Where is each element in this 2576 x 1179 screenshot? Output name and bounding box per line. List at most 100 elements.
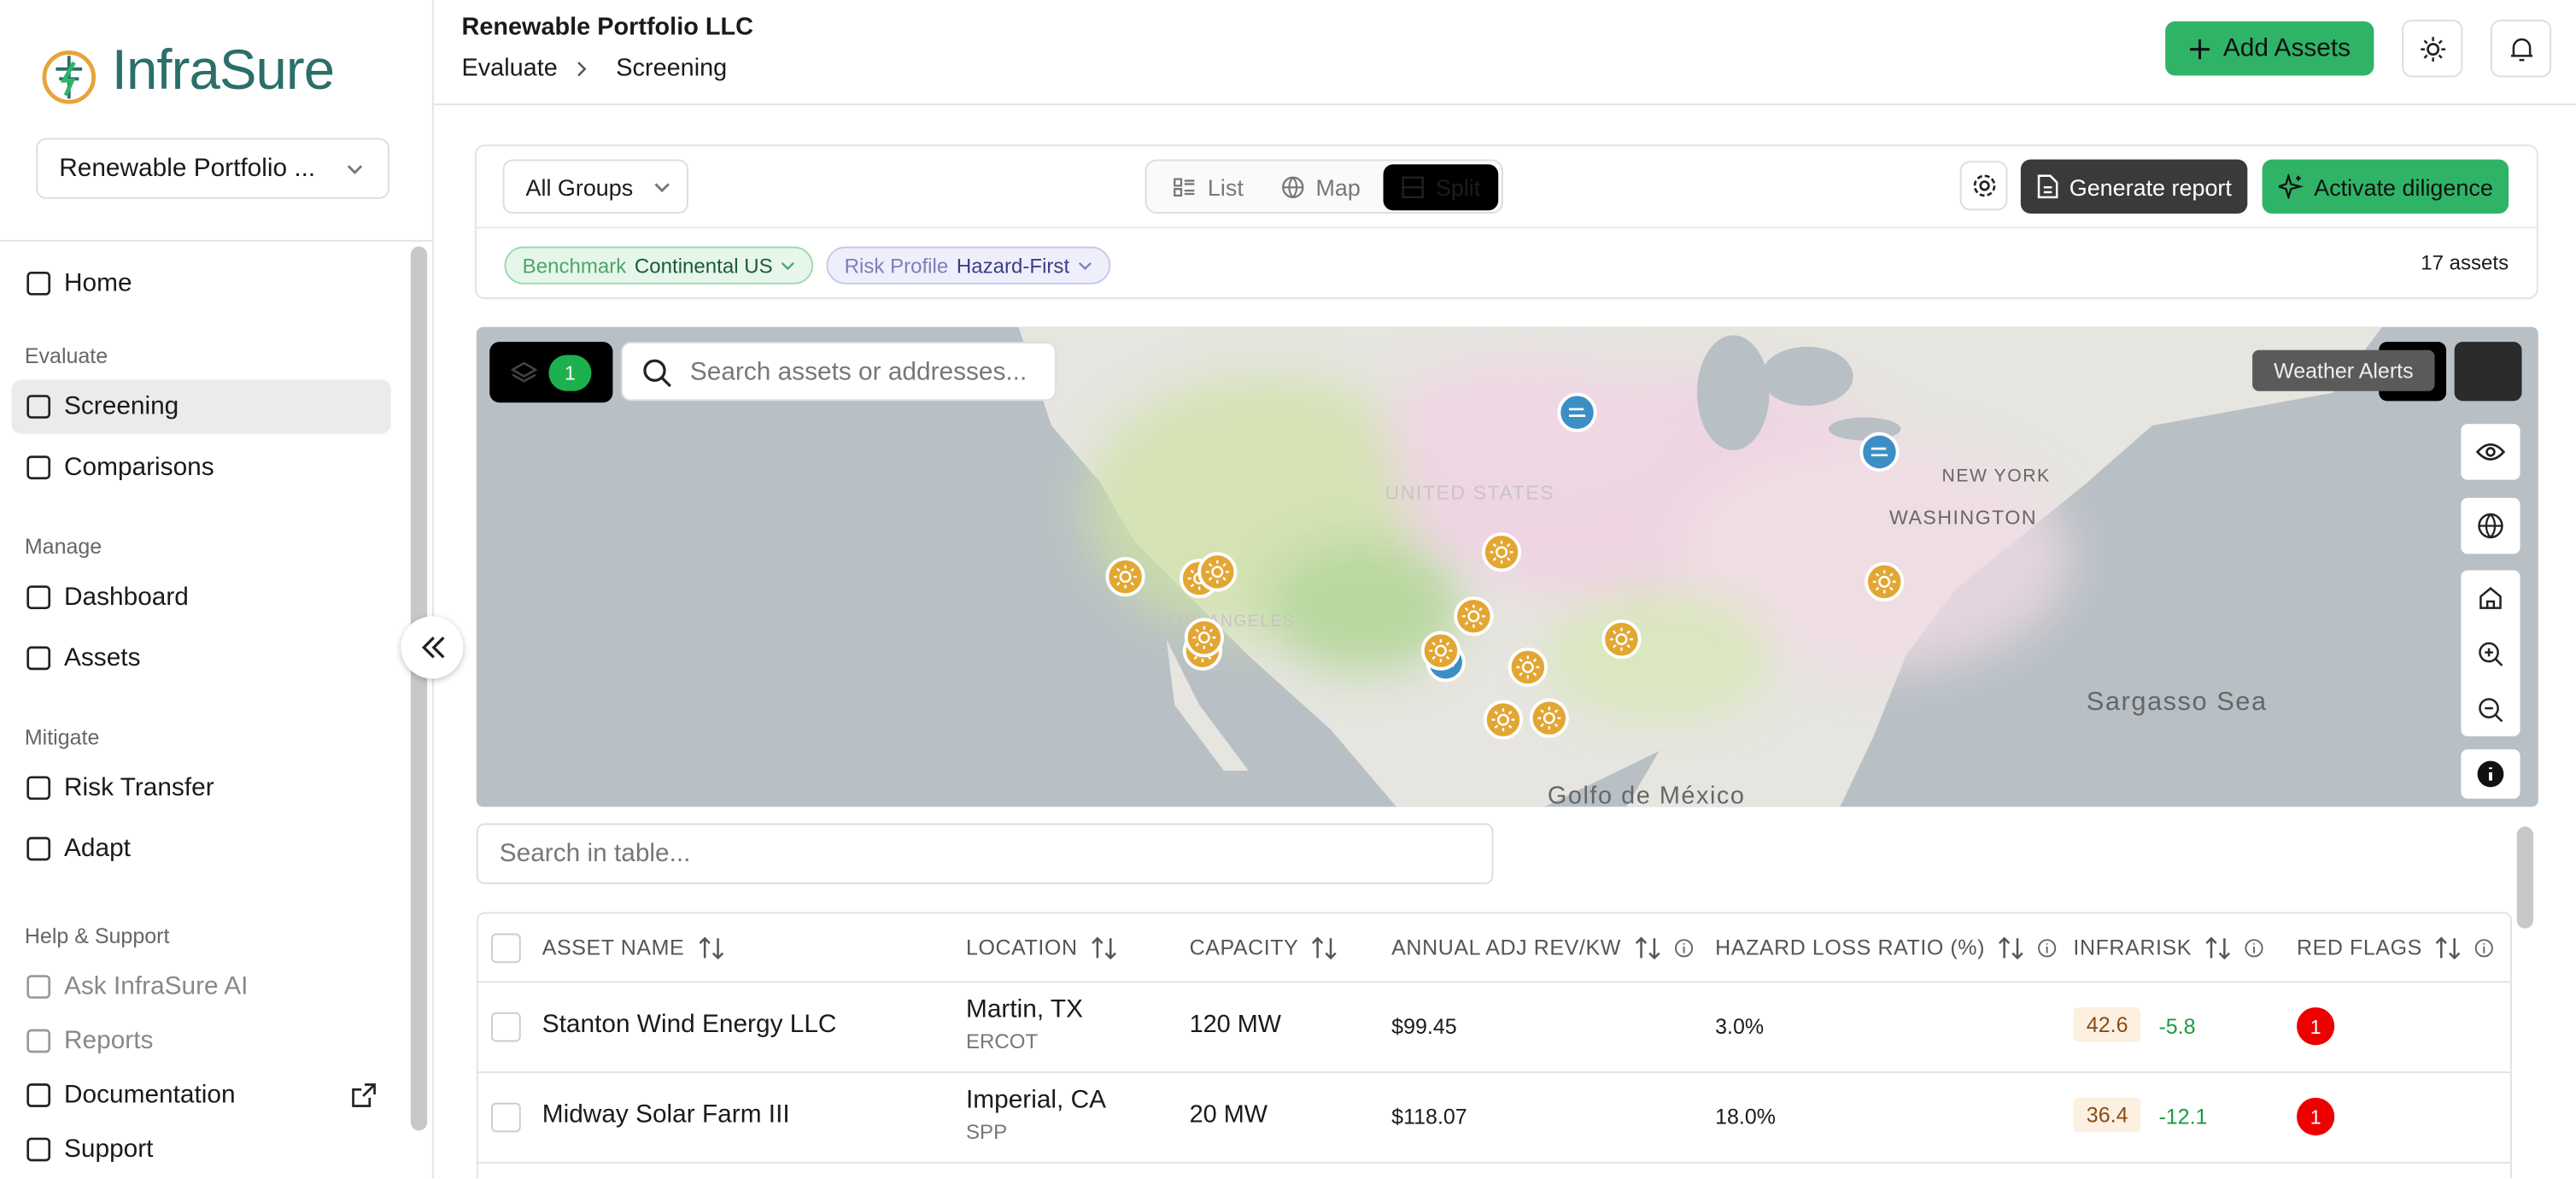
nav-section: Mitigate [24, 724, 100, 750]
icon-shape [26, 395, 51, 419]
nav-item[interactable]: Reports [11, 1014, 390, 1068]
checkbox[interactable] [491, 1102, 521, 1133]
map-search[interactable]: Search assets or addresses... [621, 342, 1057, 402]
checkbox[interactable] [491, 933, 521, 964]
solar-marker[interactable] [1481, 532, 1522, 572]
nav-item[interactable]: Assets [11, 631, 390, 685]
nav-item[interactable]: Support [11, 1123, 390, 1176]
solar-marker[interactable] [1105, 557, 1145, 597]
solar-marker[interactable] [1508, 647, 1548, 688]
info-button[interactable] [2461, 749, 2520, 799]
location: Imperial, CA [966, 1086, 1107, 1115]
sparkle-icon [2277, 173, 2303, 199]
solar-marker[interactable] [1420, 631, 1461, 671]
solar-marker[interactable] [1454, 596, 1494, 636]
view-list[interactable]: List [1155, 164, 1262, 208]
weather-alerts-button[interactable] [2454, 342, 2522, 402]
map-label: Sargasso Sea [2086, 688, 2268, 717]
solar-marker[interactable] [1184, 618, 1224, 658]
checkbox[interactable] [491, 1012, 521, 1042]
split-icon [1402, 176, 1424, 198]
zoom-in-button[interactable] [2461, 626, 2520, 680]
sort-icon [1092, 936, 1116, 959]
page-title: Renewable Portfolio LLC [461, 13, 753, 42]
asset-count: 17 assets [2421, 251, 2509, 275]
notifications-button[interactable] [2490, 20, 2552, 78]
column-header[interactable]: LOCATION [966, 935, 1117, 959]
filter-chip[interactable]: Risk Profile Hazard-First [826, 246, 1111, 284]
view-map[interactable]: Map [1270, 164, 1372, 208]
layer-count: 1 [548, 354, 592, 390]
icon-shape [1312, 936, 1338, 959]
view-split[interactable]: Split [1383, 164, 1499, 211]
nav-item[interactable]: Dashboard [11, 570, 390, 624]
layers-button[interactable]: 1 [489, 342, 613, 403]
column-header[interactable]: ANNUAL ADJ REV/KW [1391, 935, 1693, 959]
collapse-button[interactable] [401, 616, 464, 679]
nav-section: Evaluate [24, 343, 108, 368]
solar-marker[interactable] [1601, 619, 1642, 660]
info-icon [1674, 938, 1693, 957]
map-label: UNITED STATES [1385, 481, 1555, 505]
filter-chip[interactable]: Benchmark Continental US [504, 246, 814, 284]
nav-item[interactable]: Comparisons [11, 440, 390, 494]
info-icon [2245, 938, 2263, 957]
marker-icon [1872, 570, 1896, 594]
zoom-in-icon [2479, 641, 2503, 666]
column-header[interactable]: HAZARD LOSS RATIO (%) [1715, 935, 2058, 959]
info-icon [2475, 938, 2494, 957]
breadcrumb-item[interactable]: Screening [616, 54, 728, 83]
activate-diligence-button[interactable]: Activate diligence [2262, 159, 2509, 214]
nav-item[interactable]: Risk Transfer [11, 761, 390, 815]
solar-marker[interactable] [1197, 552, 1238, 592]
marker-icon [1521, 660, 1534, 673]
nav-icon [26, 271, 51, 296]
button-label: Activate diligence [2314, 173, 2493, 200]
solar-marker[interactable] [1529, 698, 1569, 738]
nav-item[interactable]: Adapt [11, 822, 390, 876]
visibility-button[interactable] [2461, 424, 2520, 480]
nav-item[interactable]: Ask InfraSure AI [11, 959, 390, 1013]
logo-text[interactable]: InfraSure [111, 39, 335, 103]
map[interactable]: UNITED STATES NEW YORK WASHINGTON LOS ANGEL… [476, 326, 2538, 807]
asset-name[interactable]: Midway Solar Farm III [542, 1100, 790, 1129]
theme-button[interactable] [2402, 20, 2463, 78]
column-header[interactable]: ASSET NAME [542, 935, 724, 959]
sort-icon [2205, 936, 2231, 959]
breadcrumb-item[interactable]: Evaluate [461, 54, 558, 83]
zoom-out-button[interactable] [2461, 682, 2520, 736]
settings-button[interactable] [1959, 161, 2008, 211]
icon-shape [2205, 936, 2231, 959]
portfolio-select[interactable]: Renewable Portfolio ... [36, 138, 389, 199]
nav-icon [26, 776, 51, 801]
nav-item[interactable]: Screening [11, 379, 391, 434]
nav-item[interactable]: Home [11, 256, 390, 310]
solar-marker[interactable] [1483, 700, 1524, 740]
group-select[interactable]: All Groups [502, 159, 688, 214]
column-label: INFRARISK [2073, 935, 2192, 960]
marker-icon [1211, 566, 1224, 578]
scrollbar[interactable] [410, 246, 428, 1131]
wind-marker[interactable] [1557, 392, 1597, 432]
home-button[interactable] [2461, 570, 2520, 624]
column-header[interactable]: CAPACITY [1190, 935, 1338, 959]
column-header[interactable]: RED FLAGS [2297, 935, 2495, 959]
marker-icon [1119, 571, 1132, 584]
globe-button[interactable] [2461, 497, 2520, 554]
icon-shape [2475, 938, 2494, 957]
icon-shape [26, 646, 51, 671]
group-select-label: All Groups [525, 173, 634, 200]
generate-report-button[interactable]: Generate report [2020, 159, 2248, 214]
nav-label: Reports [64, 1026, 154, 1054]
nav-item[interactable]: Documentation [11, 1068, 390, 1122]
table-search[interactable]: Search in table... [476, 823, 1494, 884]
column-header[interactable]: INFRARISK [2073, 935, 2263, 959]
infrarisk-change: -5.8 [2158, 1013, 2196, 1039]
asset-name[interactable]: Stanton Wind Energy LLC [542, 1010, 837, 1039]
scrollbar[interactable] [2516, 826, 2533, 929]
solar-marker[interactable] [1865, 561, 1905, 601]
add-assets-button[interactable]: Add Assets [2165, 21, 2374, 76]
nav-label: Dashboard [64, 582, 189, 611]
wind-marker[interactable] [1859, 431, 1900, 472]
